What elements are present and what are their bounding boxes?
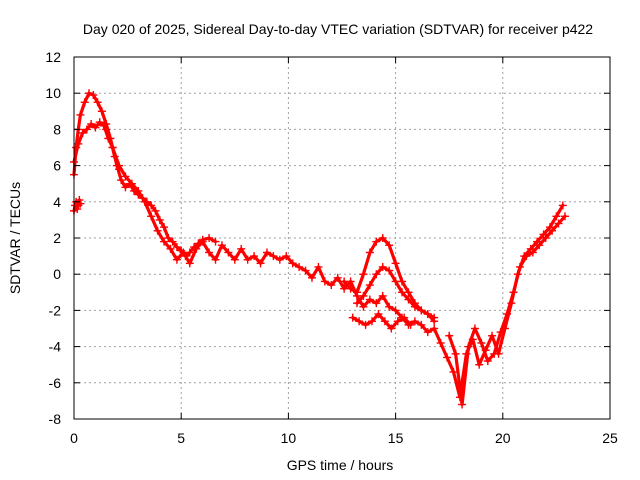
x-tick-label: 10 <box>281 430 297 446</box>
y-tick-label: -2 <box>49 302 62 318</box>
y-tick-label: 10 <box>45 85 61 101</box>
y-tick-label: 6 <box>53 158 61 174</box>
x-tick-label: 0 <box>70 430 78 446</box>
series-layer <box>70 89 569 409</box>
y-tick-label: 8 <box>53 121 61 137</box>
y-tick-label: 0 <box>53 266 61 282</box>
y-axis-label: SDTVAR / TECUs <box>7 182 23 294</box>
grid-layer <box>74 57 610 419</box>
chart-title: Day 020 of 2025, Sidereal Day-to-day VTE… <box>83 21 593 37</box>
x-tick-label: 20 <box>495 430 511 446</box>
y-tick-label: 2 <box>53 230 61 246</box>
x-tick-label: 15 <box>388 430 404 446</box>
series-line <box>351 312 413 331</box>
series-trace-d <box>102 125 567 402</box>
y-tick-label: -6 <box>49 375 62 391</box>
x-tick-label: 25 <box>602 430 618 446</box>
series-trace-g <box>348 310 415 333</box>
y-tick-label: 12 <box>45 49 61 65</box>
series-line <box>104 127 565 399</box>
x-tick-label: 5 <box>177 430 185 446</box>
tick-layer: 0 5 10 15 20 25 -8 -6 -4 -2 0 2 4 6 8 10 12 <box>45 49 618 446</box>
y-tick-label: -8 <box>49 411 62 427</box>
series-trace-h <box>445 212 569 409</box>
series-trace-f <box>353 262 439 326</box>
x-axis-label: GPS time / hours <box>287 457 394 473</box>
y-tick-label: -4 <box>49 339 62 355</box>
y-tick-label: 4 <box>53 194 61 210</box>
